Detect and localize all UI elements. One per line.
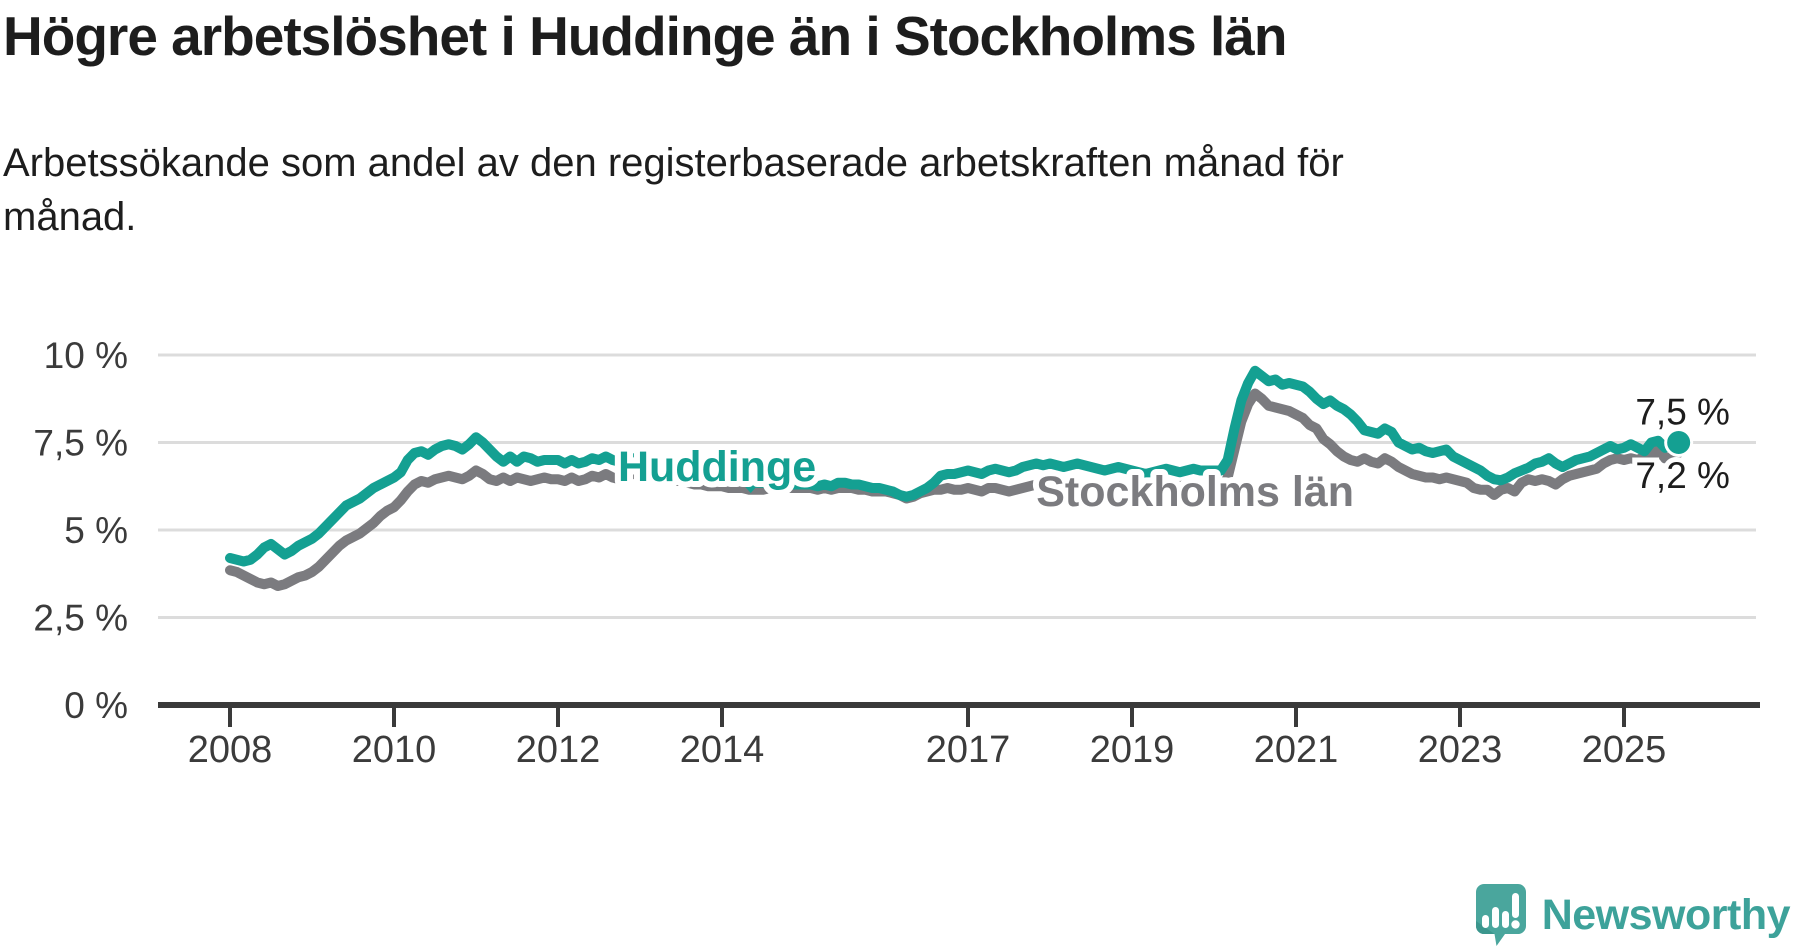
svg-text:5 %: 5 % bbox=[64, 510, 128, 551]
svg-text:2012: 2012 bbox=[516, 729, 601, 771]
svg-text:2023: 2023 bbox=[1418, 729, 1503, 771]
svg-text:2010: 2010 bbox=[352, 729, 437, 771]
chart-subtitle: Arbetssökande som andel av den registerb… bbox=[3, 141, 1344, 239]
svg-text:Stockholms län: Stockholms län bbox=[1036, 468, 1354, 516]
svg-text:2014: 2014 bbox=[680, 729, 765, 771]
svg-text:2021: 2021 bbox=[1254, 729, 1339, 771]
newsworthy-branding: Newsworthy bbox=[1474, 883, 1791, 947]
newsworthy-wordmark: Newsworthy bbox=[1541, 890, 1791, 939]
svg-text:7,5 %: 7,5 % bbox=[1635, 392, 1730, 433]
svg-text:7,5 %: 7,5 % bbox=[33, 423, 128, 464]
svg-text:2,5 %: 2,5 % bbox=[33, 598, 128, 639]
unemployment-line-chart: 10 % 7,5 % 5 % 2,5 % 0 % 2008 2010 2012 2014 2017… bbox=[33, 335, 1760, 771]
svg-text:0 %: 0 % bbox=[64, 685, 128, 726]
svg-text:2019: 2019 bbox=[1090, 729, 1175, 771]
svg-text:2017: 2017 bbox=[926, 729, 1011, 771]
svg-text:2008: 2008 bbox=[188, 729, 273, 771]
svg-text:10 %: 10 % bbox=[44, 335, 128, 376]
newsworthy-logo-icon bbox=[1475, 884, 1526, 946]
chart-title: Högre arbetslöshet i Huddinge än i Stock… bbox=[3, 5, 1287, 67]
svg-text:Huddinge: Huddinge bbox=[618, 443, 816, 491]
svg-text:2025: 2025 bbox=[1582, 729, 1667, 771]
svg-text:7,2 %: 7,2 % bbox=[1635, 455, 1730, 496]
